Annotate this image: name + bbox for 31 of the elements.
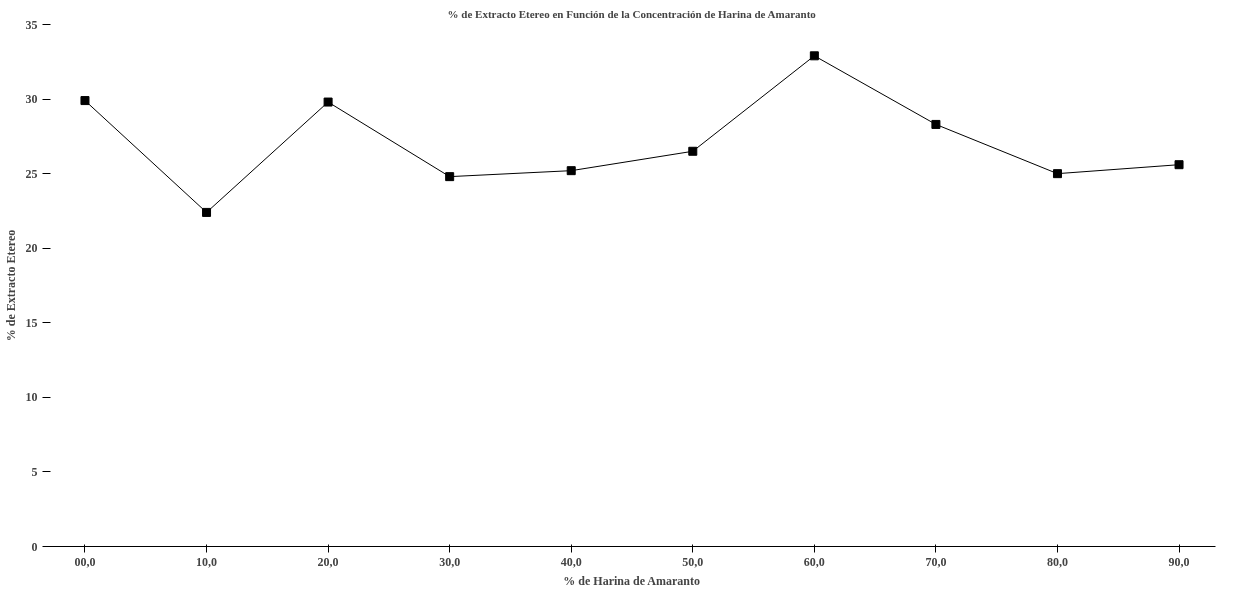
y-tick-label: 25 [25,166,38,181]
x-tick-label: 80,0 [1046,554,1068,569]
y-tick-label: 0 [31,539,38,554]
x-tick-label: 00,0 [74,554,96,569]
point [202,207,212,217]
y-tick-label: 30 [25,92,38,107]
y-tick-label: 10 [25,390,38,405]
point [1052,169,1062,179]
point [80,96,90,106]
x-axis-title: % de Harina de Amaranto [563,573,701,588]
y-axis-title: % de Extracto Etereo [3,229,18,342]
x-tick-label: 40,0 [560,554,582,569]
point [1174,160,1184,170]
x-tick-label: 50,0 [682,554,704,569]
x-tick-label: 10,0 [196,554,218,569]
point [688,146,698,156]
point [931,119,941,129]
point [445,172,455,182]
point [566,166,576,176]
x-tick-label: 70,0 [925,554,947,569]
y-tick-label: 15 [25,315,38,330]
x-tick-label: 20,0 [317,554,339,569]
chart-title: % de Extracto Etereo en Función de la Concentración de Harina de Amaranto [447,7,817,20]
y-tick-label: 5 [31,464,38,479]
y-tick-label: 20 [25,241,38,256]
x-tick-label: 90,0 [1168,554,1190,569]
point [323,97,333,107]
x-tick-label: 30,0 [439,554,461,569]
point [809,51,819,61]
y-tick-label: 35 [25,17,38,32]
x-tick-label: 60,0 [803,554,825,569]
